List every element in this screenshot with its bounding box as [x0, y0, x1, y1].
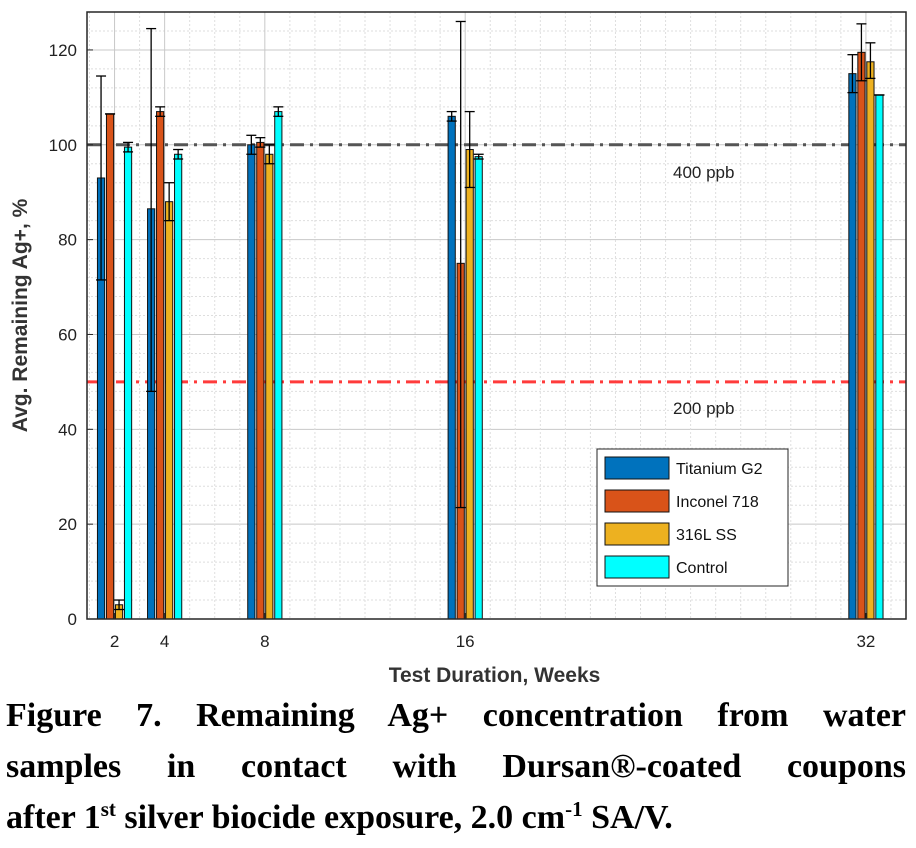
x-tick-label: 8 [260, 632, 269, 651]
reference-label-200ppb: 200 ppb [673, 399, 734, 418]
caption-superscript: -1 [565, 797, 583, 821]
plot-frame [86, 11, 907, 620]
bar [256, 141, 265, 620]
y-axis-title: Avg. Remaining Ag+, % [9, 198, 32, 432]
bar [274, 111, 283, 620]
y-tick-label: 0 [68, 610, 77, 629]
caption-line-1: Figure 7. Remaining Ag+ concentration fr… [6, 697, 906, 734]
bar [174, 153, 183, 620]
legend-swatch [604, 456, 670, 480]
caption-text: SA/V. [582, 799, 673, 836]
bar [857, 51, 866, 620]
bar [247, 144, 256, 620]
legend-swatch [604, 522, 670, 546]
y-tick-label: 120 [49, 41, 77, 60]
figure-caption: Figure 7. Remaining Ag+ concentration fr… [6, 690, 906, 843]
x-tick-label: 16 [456, 632, 475, 651]
x-axis-title: Test Duration, Weeks [389, 664, 601, 687]
bar [105, 113, 115, 620]
caption-line-2: samples in contact with Dursan®-coated c… [6, 748, 906, 785]
axis-ticks: 0 20 40 60 80 100 120 2 4 8 16 32 [49, 41, 876, 651]
reference-lines [87, 143, 906, 384]
legend-swatch [604, 489, 670, 513]
y-tick-label: 80 [58, 231, 77, 250]
bar [447, 115, 456, 620]
bar [848, 73, 857, 620]
caption-line-3: after 1st silver biocide exposure, 2.0 c… [6, 792, 906, 843]
bar [123, 146, 133, 620]
legend-label: Titanium G2 [676, 461, 763, 478]
bar [866, 61, 875, 620]
bar [474, 156, 483, 620]
reference-label-400ppb: 400 ppb [673, 163, 734, 182]
bar [156, 111, 165, 620]
caption-text: after 1 [6, 799, 101, 836]
legend-swatch [604, 555, 670, 579]
x-tick-label: 2 [110, 632, 119, 651]
legend: Titanium G2 Inconel 718 316L SS Control [596, 448, 789, 587]
chart: 0 20 40 60 80 100 120 2 4 8 16 32 400 ppb 200 ppb T… [9, 11, 907, 687]
y-tick-label: 100 [49, 136, 77, 155]
y-tick-label: 20 [58, 515, 77, 534]
y-tick-label: 60 [58, 325, 77, 344]
bar [265, 153, 274, 620]
legend-label: Control [676, 560, 728, 577]
bar [465, 149, 474, 620]
caption-text: silver biocide exposure, 2.0 cm [115, 799, 566, 836]
x-tick-label: 32 [856, 632, 875, 651]
grid [87, 12, 906, 619]
error-bars [96, 20, 885, 611]
bar [165, 201, 174, 620]
y-tick-label: 40 [58, 420, 77, 439]
bar [875, 94, 884, 620]
legend-label: 316L SS [676, 527, 737, 544]
legend-label: Inconel 718 [676, 494, 759, 511]
caption-superscript: st [100, 797, 116, 821]
x-tick-label: 4 [160, 632, 169, 651]
